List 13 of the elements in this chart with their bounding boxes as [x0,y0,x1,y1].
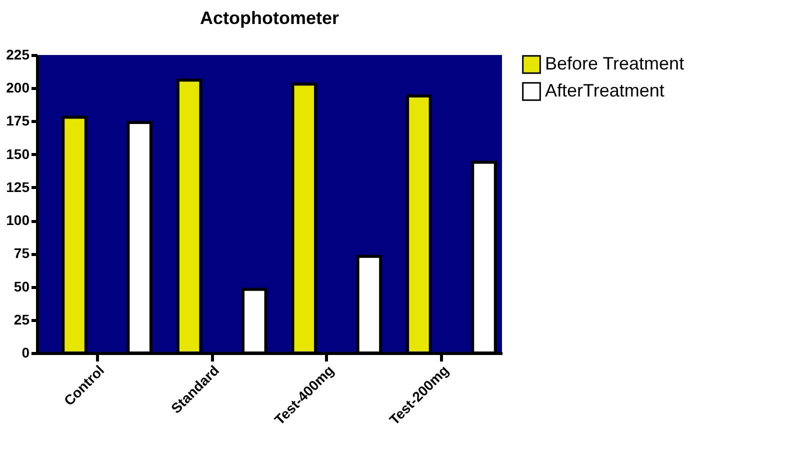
legend-label: AfterTreatment [545,80,664,100]
y-tick-label: 150 [6,146,30,162]
y-tick-label: 200 [6,80,30,96]
y-tick-label: 175 [6,112,30,129]
y-tick-label: 100 [6,212,30,228]
y-tick-label: 0 [22,344,30,360]
y-tick-label: 25 [14,311,30,328]
y-tick-label: 225 [6,46,30,62]
legend-label: Before Treatment [545,54,684,74]
y-tick-label: 75 [14,245,30,262]
y-tick-label: 50 [14,278,30,294]
chart-title: Actophotometer [200,8,339,28]
y-tick-label: 125 [6,178,30,195]
